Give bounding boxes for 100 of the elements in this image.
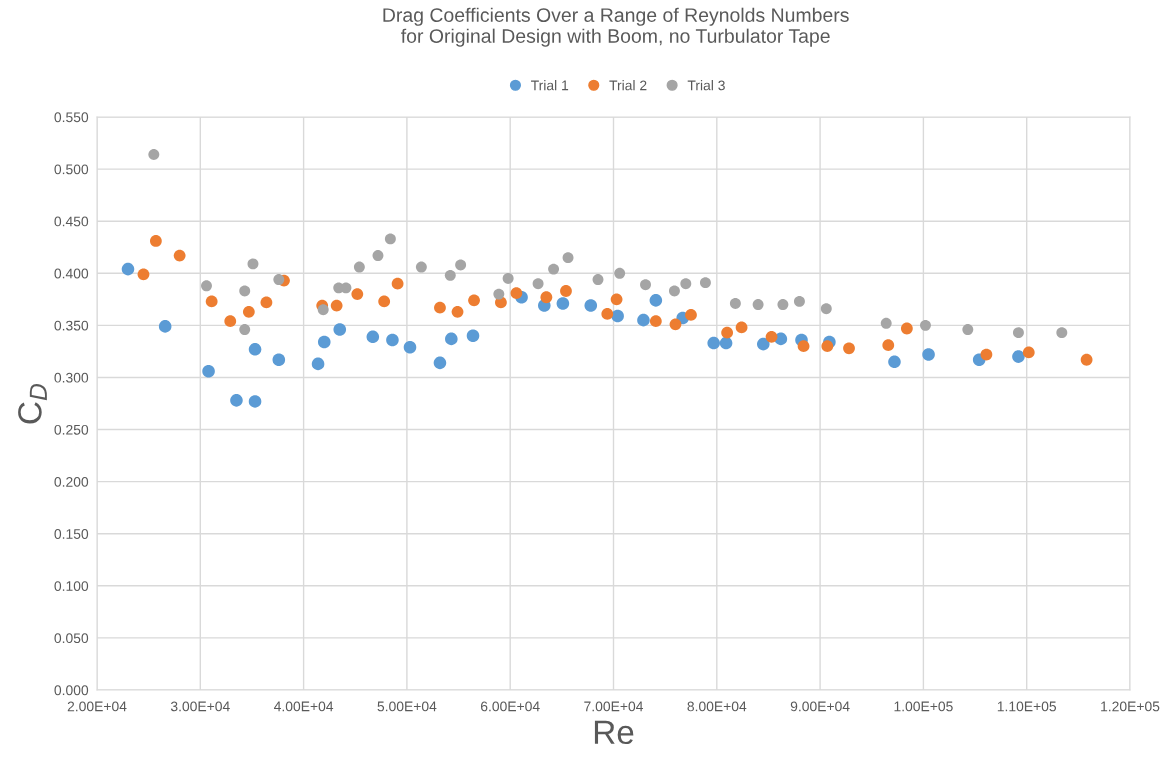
- y-tick-label: 0.500: [54, 164, 89, 175]
- y-tick-label: 0.300: [54, 372, 89, 383]
- point: [242, 305, 255, 318]
- point: [668, 285, 680, 297]
- legend-label: Trial 2: [609, 80, 647, 91]
- x-tick-label: 1.10E+05: [997, 701, 1057, 712]
- point: [752, 299, 764, 310]
- point: [721, 326, 734, 339]
- x-tick-label: 1.20E+05: [1101, 701, 1160, 712]
- chart-title: Drag Coefficients Over a Range of Reynolds Numbers for Original Design with Boom, no Turbulator Tape: [383, 7, 849, 47]
- point: [556, 297, 570, 310]
- point: [1080, 353, 1093, 366]
- point: [317, 304, 329, 316]
- point: [1022, 346, 1035, 359]
- point: [765, 330, 778, 343]
- point: [137, 268, 150, 281]
- legend-label: Trial 1: [531, 80, 569, 91]
- point: [540, 291, 553, 304]
- y-tick-label: 0.250: [54, 424, 89, 435]
- point: [248, 343, 262, 356]
- point: [757, 337, 770, 351]
- point: [311, 357, 325, 371]
- point: [230, 394, 243, 407]
- point: [201, 280, 212, 292]
- point: [202, 364, 215, 378]
- point: [173, 249, 186, 262]
- point: [922, 348, 935, 361]
- point: [386, 333, 399, 347]
- point: [548, 263, 560, 275]
- point: [820, 303, 832, 315]
- point: [610, 293, 623, 306]
- y-tick-label: 0.200: [54, 476, 89, 487]
- point: [239, 285, 251, 297]
- point: [1012, 327, 1024, 339]
- x-tick-label: 4.00E+04: [273, 701, 334, 712]
- point: [735, 321, 748, 334]
- point: [888, 355, 901, 369]
- point: [148, 149, 160, 160]
- y-tick-label: 0.150: [54, 529, 89, 539]
- point: [239, 324, 251, 335]
- point: [330, 299, 343, 312]
- point: [433, 356, 447, 370]
- point: [793, 295, 805, 307]
- point: [248, 395, 262, 408]
- point: [777, 299, 789, 310]
- point: [366, 330, 380, 344]
- point: [434, 301, 446, 314]
- point: [372, 250, 384, 262]
- point: [1012, 350, 1025, 363]
- x-tick-label: 2.00E+04: [67, 701, 127, 712]
- point: [685, 309, 697, 321]
- point: [378, 295, 391, 308]
- point: [247, 258, 259, 270]
- x-tick-label: 3.00E+04: [170, 701, 230, 712]
- point: [584, 299, 598, 312]
- point: [920, 319, 931, 331]
- y-axis-title: C$_{D}$: [18, 383, 47, 424]
- point: [821, 340, 834, 353]
- point: [149, 235, 162, 247]
- point: [224, 315, 237, 328]
- y-tick-label: 0.350: [54, 320, 89, 331]
- point: [351, 288, 364, 300]
- point: [980, 348, 993, 361]
- point: [468, 294, 480, 307]
- point: [403, 340, 417, 354]
- point: [560, 285, 572, 297]
- point: [415, 261, 427, 273]
- point: [797, 340, 810, 353]
- point: [121, 262, 135, 276]
- point: [493, 288, 505, 300]
- x-axis-title: Re: [594, 720, 634, 745]
- point: [466, 329, 480, 343]
- point: [669, 318, 682, 331]
- point: [1056, 327, 1068, 339]
- point: [451, 305, 464, 318]
- point: [158, 320, 172, 333]
- point: [391, 277, 404, 290]
- point: [510, 287, 523, 299]
- x-tick-label: 8.00E+04: [687, 701, 747, 712]
- x-tick-label: 5.00E+04: [377, 701, 437, 712]
- y-tick-label: 0.100: [54, 581, 89, 591]
- point: [592, 274, 604, 285]
- point: [719, 336, 733, 350]
- point: [455, 259, 467, 271]
- point: [649, 315, 662, 328]
- y-tick-label: 0.450: [54, 216, 89, 227]
- point: [729, 298, 741, 309]
- point: [532, 278, 544, 290]
- y-tick-label: 0.050: [54, 633, 89, 644]
- point: [900, 322, 913, 335]
- point: [843, 342, 855, 355]
- y-tick-label: 0.000: [54, 685, 89, 696]
- point: [637, 313, 650, 327]
- point: [272, 353, 286, 367]
- point: [333, 323, 347, 336]
- x-tick-label: 7.00E+04: [584, 701, 644, 712]
- point: [444, 269, 456, 281]
- y-tick-label: 0.400: [54, 268, 89, 279]
- point: [880, 317, 892, 329]
- point: [649, 294, 663, 307]
